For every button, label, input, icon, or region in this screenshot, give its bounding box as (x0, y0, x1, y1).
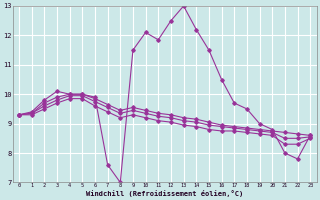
X-axis label: Windchill (Refroidissement éolien,°C): Windchill (Refroidissement éolien,°C) (86, 190, 243, 197)
